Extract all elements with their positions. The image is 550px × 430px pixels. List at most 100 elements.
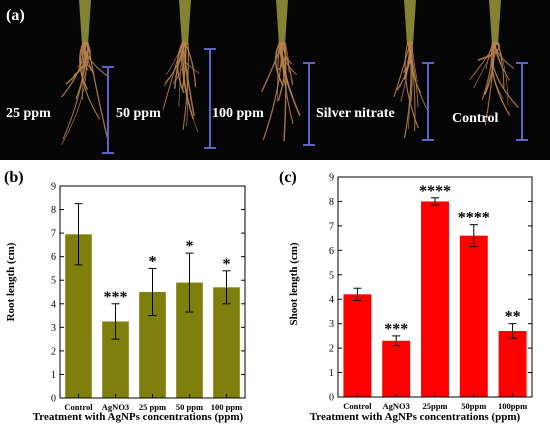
root-strand <box>181 41 187 91</box>
plant-roots <box>60 0 519 145</box>
group-label-25ppm: 25 ppm <box>6 106 51 121</box>
root-strand <box>81 41 88 100</box>
x-tick-label: 100ppm <box>498 401 527 411</box>
root-strand <box>485 41 494 70</box>
x-tick-label: 25ppm <box>422 401 447 411</box>
y-tick-label: 2 <box>329 344 334 355</box>
photo-background <box>0 0 550 160</box>
group-label-100ppm: 100 ppm <box>212 106 264 121</box>
root-strand <box>279 41 294 86</box>
root-strand <box>496 41 505 89</box>
group-label-control: Control <box>452 111 499 126</box>
x-tick-label: Control <box>343 401 372 411</box>
root-strand <box>274 41 284 87</box>
root-strand <box>410 41 413 103</box>
y-tick-label: 9 <box>329 173 334 184</box>
x-tick-label: 25 ppm <box>139 402 166 412</box>
root-strand <box>65 41 89 85</box>
y-tick-label: 1 <box>51 370 56 381</box>
root-strand <box>162 41 184 111</box>
x-tick-label: 50 ppm <box>176 402 203 412</box>
y-tick-label: 6 <box>51 252 56 263</box>
stem <box>276 0 288 45</box>
y-tick-label: 3 <box>51 323 56 334</box>
root-length-chart: (b) Root length (cm) Treatment with AgNP… <box>4 169 246 423</box>
shoot-length-chart: (c) Shoot length (cm) Treatment with AgN… <box>279 169 533 423</box>
significance-label: * <box>223 256 231 273</box>
bar-control <box>343 294 372 397</box>
bar-50ppm <box>459 235 488 397</box>
significance-label: ** <box>505 309 521 326</box>
x-tick-label: AgNO3 <box>383 401 410 411</box>
plant-4 <box>393 0 428 139</box>
stem <box>404 0 416 45</box>
root-strand <box>284 41 290 73</box>
significance-label: * <box>149 253 157 270</box>
y-tick-label: 2 <box>51 346 56 357</box>
group-label-silver-nitrate: Silver nitrate <box>316 106 395 121</box>
root-strand <box>493 41 511 81</box>
y-tick-label: 1 <box>329 368 334 379</box>
root-photo-panel: (a) 25 ppm 50 ppm 100 ppm Silver nitrate… <box>0 0 550 160</box>
y-tick-label: 8 <box>329 197 334 208</box>
root-strand <box>490 41 511 116</box>
bar-100-ppm <box>213 287 240 398</box>
root-strand <box>60 41 84 98</box>
panel-label-b: (b) <box>4 169 24 186</box>
significance-label: **** <box>419 183 451 200</box>
y-axis-label: Shoot length (cm) <box>288 242 300 325</box>
x-tick-label: 50ppm <box>461 401 486 411</box>
root-strand <box>87 41 108 138</box>
root-strand <box>280 41 297 75</box>
y-tick-label: 4 <box>51 299 56 310</box>
root-strand <box>165 41 183 76</box>
x-tick-label: 100 ppm <box>211 402 242 412</box>
significance-label: *** <box>104 289 128 306</box>
root-strand <box>277 41 280 79</box>
y-tick-label: 5 <box>329 270 334 281</box>
y-tick-label: 0 <box>329 393 334 404</box>
plant-5 <box>469 0 519 126</box>
scale-bars <box>102 48 528 154</box>
bar-agno3 <box>382 340 411 397</box>
y-axis-label: Root length (cm) <box>5 242 17 321</box>
root-strand <box>278 41 294 98</box>
plant-1 <box>60 0 110 145</box>
y-tick-label: 6 <box>329 246 334 257</box>
significance-label: **** <box>458 210 490 227</box>
group-label-50ppm: 50 ppm <box>116 106 161 121</box>
y-tick-label: 3 <box>329 319 334 330</box>
stem <box>79 0 91 45</box>
y-tick-label: 7 <box>51 229 56 240</box>
plant-3 <box>260 0 301 142</box>
stem <box>179 0 191 45</box>
root-strand <box>400 41 410 102</box>
y-tick-label: 5 <box>51 276 56 287</box>
bar-25ppm <box>421 201 449 397</box>
root-strand <box>404 41 413 80</box>
significance-label: * <box>186 238 194 255</box>
plant-2 <box>162 0 200 132</box>
y-tick-label: 0 <box>51 394 56 405</box>
root-strand <box>79 41 89 91</box>
x-axis-label: Treatment with AgNPs concentrations (ppm… <box>310 411 521 423</box>
root-strand <box>494 41 515 69</box>
x-axis-label: Treatment with AgNPs concentrations (ppm… <box>33 411 244 423</box>
root-strand <box>84 41 110 78</box>
y-tick-label: 8 <box>51 205 56 216</box>
root-strand <box>473 41 498 89</box>
panel-label-a: (a) <box>6 7 25 24</box>
root-strand <box>484 41 496 126</box>
stem <box>489 0 501 45</box>
root-strand <box>403 41 412 139</box>
significance-label: *** <box>384 321 408 338</box>
root-strand <box>396 41 411 91</box>
x-tick-label: AgNO3 <box>102 402 129 412</box>
y-tick-label: 7 <box>329 221 334 232</box>
panel-label-c: (c) <box>279 169 297 186</box>
y-tick-label: 4 <box>329 295 334 306</box>
x-tick-label: Control <box>64 402 93 412</box>
y-tick-label: 9 <box>51 182 56 193</box>
